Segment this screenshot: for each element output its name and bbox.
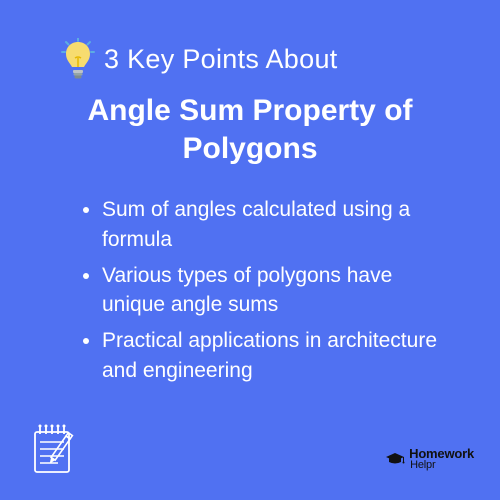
brand-logo: Homework Helpr [385, 448, 474, 470]
lightbulb-icon [60, 38, 96, 80]
main-title: Angle Sum Property of Polygons [40, 92, 460, 167]
notepad-icon [30, 420, 86, 476]
brand-text: Homework Helpr [409, 448, 474, 470]
key-points-label: 3 Key Points About [104, 44, 338, 75]
info-card: 3 Key Points About Angle Sum Property of… [0, 0, 500, 500]
graduation-cap-icon [385, 452, 405, 466]
bullet-list: Sum of angles calculated using a formula… [40, 195, 460, 386]
bullet-item: Practical applications in architecture a… [102, 326, 440, 386]
bullet-item: Various types of polygons have unique an… [102, 261, 440, 321]
bullet-item: Sum of angles calculated using a formula [102, 195, 440, 255]
header-row: 3 Key Points About [60, 38, 460, 80]
